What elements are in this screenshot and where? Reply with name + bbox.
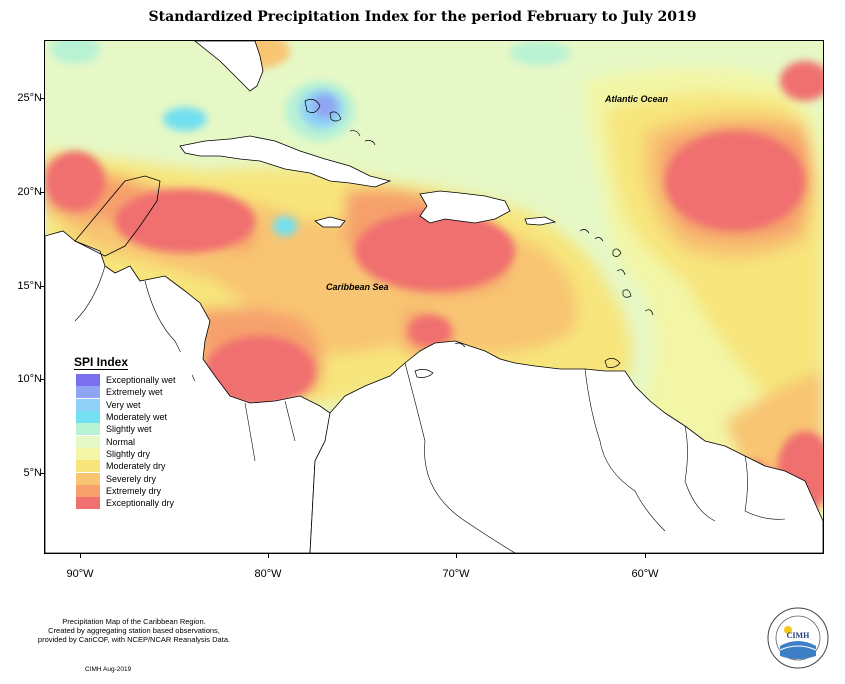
lon-tick <box>268 553 269 558</box>
legend-label: Exceptionally wet <box>106 375 176 386</box>
lat-tick <box>40 379 44 380</box>
legend-row: Severely dry <box>68 472 192 485</box>
cimh-logo: CIMH <box>766 606 830 670</box>
logo-text: CIMH <box>787 631 810 640</box>
lat-label-20n: 20°N <box>17 186 42 198</box>
islands <box>304 99 654 378</box>
legend-swatch <box>76 460 100 473</box>
legend-row: Moderately dry <box>68 460 192 473</box>
legend-swatch <box>76 447 100 460</box>
footer-line-1: Precipitation Map of the Caribbean Regio… <box>62 617 206 626</box>
legend-title: SPI Index <box>74 355 129 370</box>
lon-tick <box>645 553 646 558</box>
legend-swatch <box>76 398 100 411</box>
legend-label: Normal <box>106 436 136 447</box>
cimh-seal-icon: CIMH <box>767 607 829 669</box>
lon-tick <box>80 553 81 558</box>
south-america-land <box>309 340 823 553</box>
lon-label-60w: 60°W <box>631 568 659 580</box>
lat-tick <box>40 473 44 474</box>
legend-label: Moderately dry <box>106 461 166 472</box>
legend-swatch <box>76 423 100 436</box>
legend-row: Normal <box>68 435 192 448</box>
lat-tick <box>40 286 44 287</box>
legend-label: Extremely wet <box>106 387 163 398</box>
legend-rows: Exceptionally wet Extremely wet Very wet Mo… <box>68 374 192 510</box>
legend-row: Slightly wet <box>68 423 192 436</box>
caribbean-sea-label: Caribbean Sea <box>326 282 389 292</box>
legend-swatch <box>76 435 100 448</box>
lat-label-15n: 15°N <box>17 280 42 292</box>
legend-row: Exceptionally wet <box>68 374 192 387</box>
lat-label-25n: 25°N <box>17 92 42 104</box>
legend-label: Slightly wet <box>106 424 152 435</box>
legend-swatch <box>76 497 100 510</box>
legend-swatch <box>76 411 100 424</box>
jamaica-land <box>314 216 346 228</box>
sun-icon <box>784 626 792 634</box>
footer-line-2: Created by aggregating station based obs… <box>48 626 220 635</box>
legend-swatch <box>76 472 100 485</box>
lon-tick <box>456 553 457 558</box>
legend-swatch <box>76 386 100 399</box>
legend-row: Extremely wet <box>68 386 192 399</box>
lat-label-5n: 5°N <box>23 467 42 479</box>
hispaniola-land <box>419 190 511 224</box>
land <box>45 41 823 553</box>
legend-row: Exceptionally dry <box>68 497 192 510</box>
legend-row: Slightly dry <box>68 447 192 460</box>
map-footer: Precipitation Map of the Caribbean Regio… <box>14 617 254 644</box>
legend-row: Extremely dry <box>68 484 192 497</box>
footer-line-3: provided by CariCOF, with NCEP/NCAR Rean… <box>37 635 231 644</box>
legend-label: Extremely dry <box>106 485 162 496</box>
cuba-land <box>179 135 392 188</box>
lon-label-90w: 90°W <box>66 568 94 580</box>
lat-tick <box>40 192 44 193</box>
lat-tick <box>40 98 44 99</box>
lon-label-70w: 70°W <box>442 568 470 580</box>
puerto-rico-land <box>524 216 557 226</box>
legend-row: Moderately wet <box>68 411 192 424</box>
lon-label-80w: 80°W <box>254 568 282 580</box>
map-title: Standardized Precipitation Index for the… <box>148 9 697 25</box>
florida-land <box>194 41 264 92</box>
legend-label: Slightly dry <box>106 448 151 459</box>
legend-row: Very wet <box>68 398 192 411</box>
legend-swatch <box>76 484 100 497</box>
legend-label: Moderately wet <box>106 412 168 423</box>
atlantic-ocean-label: Atlantic Ocean <box>605 94 669 104</box>
legend-label: Exceptionally dry <box>106 498 175 509</box>
legend-label: Very wet <box>106 399 141 410</box>
credit-text: CIMH Aug-2019 <box>85 666 132 673</box>
spi-legend: SPI Index Exceptionally wet Extremely wet… <box>68 352 192 510</box>
lat-label-10n: 10°N <box>17 373 42 385</box>
yucatan-coast <box>74 175 161 257</box>
legend-label: Severely dry <box>106 473 157 484</box>
legend-swatch <box>76 374 100 387</box>
